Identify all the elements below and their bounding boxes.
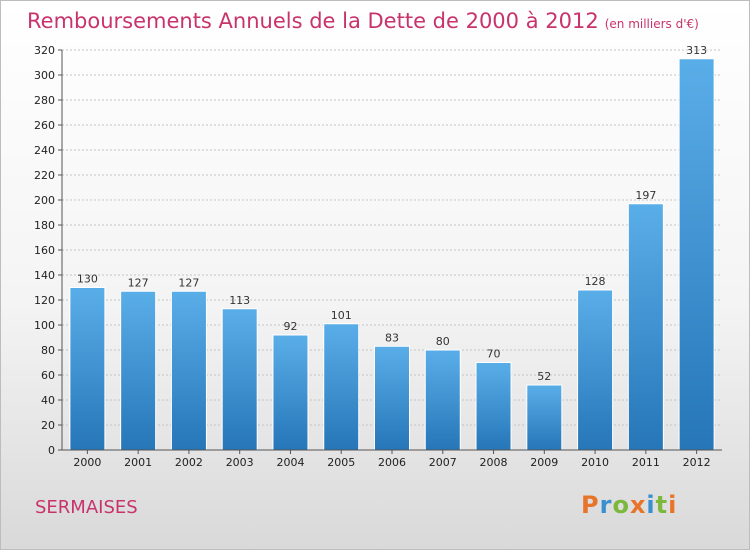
- y-tick-label: 140: [34, 269, 55, 282]
- data-label: 197: [635, 189, 656, 202]
- bar-2002: [170, 290, 207, 451]
- bar-2010: [577, 289, 614, 451]
- y-tick-label: 0: [48, 444, 55, 457]
- x-tick-label: 2006: [378, 456, 406, 469]
- bar-2012: [678, 58, 715, 451]
- x-tick-label: 2005: [327, 456, 355, 469]
- logo-letter: t: [655, 491, 669, 519]
- proxiti-logo: Proxiti: [581, 491, 677, 519]
- y-tick-label: 300: [34, 69, 55, 82]
- y-tick-label: 40: [41, 394, 55, 407]
- data-label: 313: [686, 44, 707, 57]
- x-tick-label: 2012: [683, 456, 711, 469]
- x-tick-label: 2010: [581, 456, 609, 469]
- data-label: 128: [585, 275, 606, 288]
- bar-2004: [272, 334, 309, 451]
- y-tick-label: 280: [34, 94, 55, 107]
- data-label: 70: [487, 348, 501, 361]
- y-tick-label: 20: [41, 419, 55, 432]
- logo-letter: x: [629, 491, 647, 519]
- bar-2001: [120, 290, 157, 451]
- y-tick-label: 60: [41, 369, 55, 382]
- data-label: 127: [178, 276, 199, 289]
- data-label: 113: [229, 294, 250, 307]
- chart-subtitle: (en milliers d'€): [604, 17, 699, 31]
- logo-letter: r: [599, 491, 613, 519]
- y-tick-label: 320: [34, 44, 55, 57]
- x-tick-label: 2000: [73, 456, 101, 469]
- data-label: 92: [283, 320, 297, 333]
- x-tick-label: 2004: [276, 456, 304, 469]
- chart-title: Remboursements Annuels de la Dette de 20…: [27, 9, 699, 33]
- bar-2011: [627, 203, 664, 451]
- y-tick-label: 180: [34, 219, 55, 232]
- y-tick-label: 120: [34, 294, 55, 307]
- data-label: 130: [77, 273, 98, 286]
- x-tick-label: 2003: [226, 456, 254, 469]
- data-label: 127: [128, 276, 149, 289]
- bar-2008: [475, 362, 512, 451]
- x-tick-label: 2002: [175, 456, 203, 469]
- data-label: 80: [436, 335, 450, 348]
- y-tick-label: 220: [34, 169, 55, 182]
- bar-2005: [323, 323, 360, 451]
- logo-letter: P: [581, 491, 600, 519]
- bar-2003: [221, 308, 258, 451]
- y-tick-label: 260: [34, 119, 55, 132]
- logo-letter: i: [646, 491, 656, 519]
- data-label: 52: [537, 370, 551, 383]
- bar-2006: [374, 345, 410, 451]
- bar-2009: [526, 384, 563, 451]
- x-tick-label: 2009: [530, 456, 558, 469]
- data-label: 83: [385, 331, 399, 344]
- data-label: 101: [331, 309, 352, 322]
- city-name: SERMAISES: [35, 497, 138, 518]
- x-tick-label: 2011: [632, 456, 660, 469]
- x-tick-label: 2001: [124, 456, 152, 469]
- y-tick-label: 100: [34, 319, 55, 332]
- bar-2007: [424, 349, 461, 451]
- y-tick-label: 240: [34, 144, 55, 157]
- bar-2000: [69, 287, 106, 451]
- logo-letter: i: [668, 491, 678, 519]
- y-tick-label: 160: [34, 244, 55, 257]
- y-tick-label: 200: [34, 194, 55, 207]
- y-tick-label: 80: [41, 344, 55, 357]
- x-tick-label: 2007: [429, 456, 457, 469]
- logo-letter: o: [612, 491, 630, 519]
- x-tick-label: 2008: [480, 456, 508, 469]
